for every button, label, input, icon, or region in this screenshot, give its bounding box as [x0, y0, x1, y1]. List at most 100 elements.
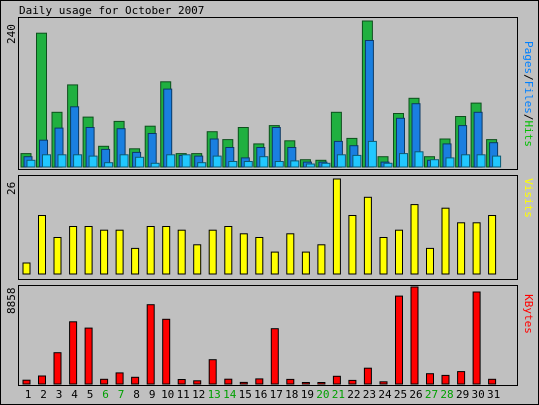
visits-bar-7 [115, 229, 124, 275]
pages-bar-2 [42, 154, 51, 168]
pages-bar-13 [212, 155, 222, 168]
day-label-6: 6 [102, 388, 109, 401]
day-label-24: 24 [378, 388, 392, 401]
pages-bar-12 [197, 162, 207, 168]
day-label-9: 9 [149, 388, 156, 401]
visits-bar-29 [457, 222, 466, 275]
pages-bar-10 [166, 154, 176, 168]
visits-bar-22 [348, 215, 357, 275]
pages-bar-5 [88, 155, 98, 168]
pages-bar-26 [414, 151, 424, 168]
day-label-12: 12 [192, 388, 205, 401]
visits-bar-18 [286, 233, 295, 275]
visits-panel [18, 175, 518, 280]
kbytes-bar-28 [441, 374, 450, 385]
kbytes-bar-18 [286, 378, 295, 385]
visits-ymax-label: 26 [5, 182, 18, 195]
pages-bar-24 [383, 162, 393, 168]
day-label-2: 2 [40, 388, 47, 401]
hits-ymax-label: 240 [5, 24, 18, 44]
day-label-29: 29 [456, 388, 469, 401]
day-label-17: 17 [270, 388, 283, 401]
day-label-10: 10 [161, 388, 174, 401]
kbytes-bar-4 [69, 321, 78, 385]
visits-bar-8 [131, 247, 140, 275]
visits-bar-2 [38, 215, 46, 275]
visits-bar-6 [100, 229, 109, 275]
kbytes-bar-13 [208, 359, 217, 385]
visits-bar-10 [162, 226, 171, 275]
day-label-19: 19 [301, 388, 314, 401]
kbytes-bar-15 [239, 381, 248, 385]
visits-series-label: Visits [522, 178, 535, 218]
day-label-1: 1 [25, 388, 32, 401]
hits-series-label: Pages/Files/Hits [522, 41, 535, 147]
kbytes-panel [18, 285, 518, 386]
hits-series-label-part-2: Files [522, 81, 535, 114]
kbytes-bar-5 [84, 327, 93, 385]
pages-bar-30 [476, 154, 486, 168]
day-label-5: 5 [87, 388, 94, 401]
visits-bar-4 [69, 226, 78, 275]
visits-bar-19 [301, 251, 310, 275]
pages-bar-8 [135, 156, 145, 168]
chart-title: Daily usage for October 2007 [19, 4, 204, 17]
kbytes-bar-31 [488, 378, 497, 385]
day-label-7: 7 [118, 388, 125, 401]
day-label-14: 14 [223, 388, 237, 401]
visits-bar-30 [472, 222, 481, 275]
visits-bar-3 [53, 237, 62, 275]
visits-bar-5 [84, 226, 93, 275]
visits-bar-26 [410, 204, 419, 275]
kbytes-bar-20 [317, 382, 326, 385]
pages-bar-27 [430, 159, 439, 168]
kbytes-bar-11 [177, 379, 186, 385]
day-label-8: 8 [133, 388, 140, 401]
pages-bar-31 [492, 155, 502, 168]
visits-bar-16 [255, 237, 264, 275]
visits-bar-25 [395, 229, 403, 275]
day-label-23: 23 [363, 388, 376, 401]
pages-bar-22 [352, 154, 362, 168]
pages-bar-19 [305, 163, 315, 168]
kbytes-bar-22 [348, 379, 357, 385]
pages-bar-7 [119, 154, 129, 168]
kbytes-bar-8 [131, 376, 140, 385]
day-label-21: 21 [332, 388, 345, 401]
kbytes-bar-19 [301, 382, 310, 385]
visits-bar-31 [488, 215, 497, 275]
pages-bar-17 [274, 161, 284, 168]
kbytes-series-label-part-0: KBytes [522, 294, 535, 334]
pages-bar-23 [367, 140, 377, 168]
pages-bar-3 [57, 154, 67, 168]
kbytes-bar-16 [255, 378, 264, 385]
day-label-3: 3 [56, 388, 63, 401]
day-label-27: 27 [425, 388, 438, 401]
pages-bar-18 [290, 160, 300, 168]
day-label-11: 11 [177, 388, 190, 401]
pages-bar-20 [321, 162, 331, 168]
kbytes-bar-9 [146, 304, 155, 385]
kbytes-bar-21 [332, 375, 341, 385]
visits-bar-14 [224, 226, 233, 275]
pages-bar-28 [445, 157, 455, 168]
pages-bar-25 [399, 153, 408, 168]
day-label-25: 25 [394, 388, 407, 401]
visits-series-label-part-0: Visits [522, 178, 535, 218]
pages-bar-4 [73, 154, 83, 168]
kbytes-bar-7 [115, 372, 124, 385]
visits-bar-13 [208, 229, 217, 275]
visits-bar-20 [317, 244, 326, 275]
kbytes-bar-12 [193, 380, 202, 385]
pages-bar-21 [336, 154, 346, 168]
files-bar-9 [147, 133, 157, 168]
kbytes-bar-26 [410, 286, 419, 385]
visits-bar-28 [441, 207, 450, 275]
kbytes-ymax-label: 8858 [5, 288, 18, 315]
visits-bar-1 [22, 262, 31, 275]
kbytes-bar-27 [426, 373, 434, 385]
day-label-20: 20 [316, 388, 329, 401]
visits-bar-15 [239, 233, 248, 275]
pages-bar-9 [150, 162, 160, 168]
